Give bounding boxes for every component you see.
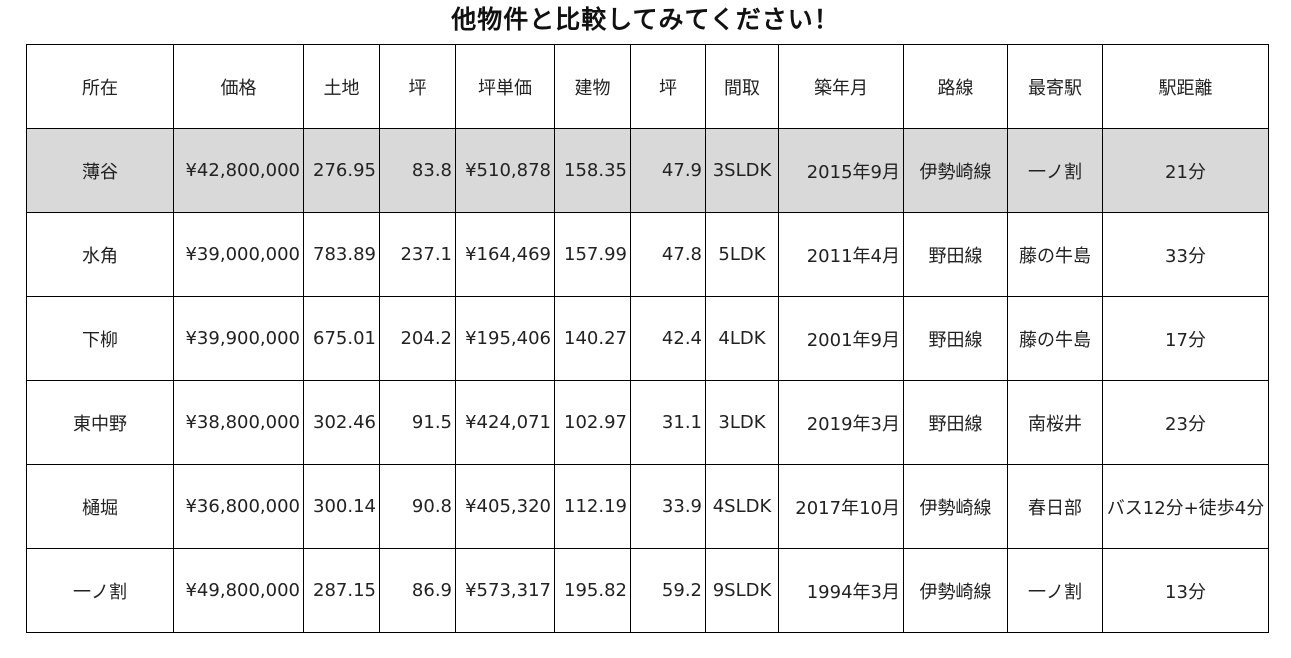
cell-built-date: 2011年4月 (778, 212, 904, 297)
cell-building-tsubo: 42.4 (630, 296, 706, 381)
cell-building-tsubo: 33.9 (630, 464, 706, 549)
table-body: 薄谷 ¥42,800,000 276.95 83.8 ¥510,878 158.… (26, 128, 1269, 633)
property-comparison-table: 所在 価格 土地 坪 坪単価 建物 坪 間取 築年月 路線 最寄駅 駅距離 薄谷… (26, 44, 1269, 633)
cell-building-tsubo: 59.2 (630, 548, 706, 633)
cell-location: 東中野 (26, 380, 174, 465)
table-row: 水角 ¥39,000,000 783.89 237.1 ¥164,469 157… (26, 212, 1269, 297)
cell-building-area: 158.35 (554, 128, 631, 213)
cell-land-area: 302.46 (303, 380, 380, 465)
cell-train-line: 野田線 (903, 212, 1008, 297)
cell-land-tsubo: 86.9 (379, 548, 456, 633)
table-row: 東中野 ¥38,800,000 302.46 91.5 ¥424,071 102… (26, 380, 1269, 465)
cell-location: 樋堀 (26, 464, 174, 549)
cell-station-distance: 33分 (1102, 212, 1269, 297)
cell-train-line: 野田線 (903, 380, 1008, 465)
cell-price-per-tsubo: ¥424,071 (455, 380, 555, 465)
header-nearest-station: 最寄駅 (1007, 44, 1103, 129)
cell-building-tsubo: 47.9 (630, 128, 706, 213)
cell-built-date: 1994年3月 (778, 548, 904, 633)
cell-building-tsubo: 47.8 (630, 212, 706, 297)
table-row: 樋堀 ¥36,800,000 300.14 90.8 ¥405,320 112.… (26, 464, 1269, 549)
header-price-per-tsubo: 坪単価 (455, 44, 555, 129)
cell-price: ¥39,000,000 (173, 212, 304, 297)
header-station-distance: 駅距離 (1102, 44, 1269, 129)
cell-location: 一ノ割 (26, 548, 174, 633)
cell-built-date: 2017年10月 (778, 464, 904, 549)
cell-land-tsubo: 83.8 (379, 128, 456, 213)
cell-price: ¥42,800,000 (173, 128, 304, 213)
cell-nearest-station: 春日部 (1007, 464, 1103, 549)
cell-land-tsubo: 91.5 (379, 380, 456, 465)
cell-train-line: 伊勢崎線 (903, 548, 1008, 633)
cell-land-tsubo: 237.1 (379, 212, 456, 297)
header-train-line: 路線 (903, 44, 1008, 129)
cell-price-per-tsubo: ¥573,317 (455, 548, 555, 633)
cell-train-line: 野田線 (903, 296, 1008, 381)
cell-nearest-station: 藤の牛島 (1007, 212, 1103, 297)
cell-train-line: 伊勢崎線 (903, 464, 1008, 549)
cell-building-tsubo: 31.1 (630, 380, 706, 465)
cell-price-per-tsubo: ¥195,406 (455, 296, 555, 381)
cell-location: 下柳 (26, 296, 174, 381)
cell-price-per-tsubo: ¥405,320 (455, 464, 555, 549)
cell-layout: 4LDK (705, 296, 779, 381)
table-row: 下柳 ¥39,900,000 675.01 204.2 ¥195,406 140… (26, 296, 1269, 381)
header-land-area: 土地 (303, 44, 380, 129)
cell-layout: 4SLDK (705, 464, 779, 549)
table-row: 一ノ割 ¥49,800,000 287.15 86.9 ¥573,317 195… (26, 548, 1269, 633)
cell-land-area: 783.89 (303, 212, 380, 297)
cell-built-date: 2015年9月 (778, 128, 904, 213)
cell-nearest-station: 一ノ割 (1007, 548, 1103, 633)
cell-land-area: 287.15 (303, 548, 380, 633)
cell-land-area: 300.14 (303, 464, 380, 549)
table-header: 所在 価格 土地 坪 坪単価 建物 坪 間取 築年月 路線 最寄駅 駅距離 (26, 44, 1269, 129)
cell-land-tsubo: 204.2 (379, 296, 456, 381)
cell-built-date: 2019年3月 (778, 380, 904, 465)
table-row: 薄谷 ¥42,800,000 276.95 83.8 ¥510,878 158.… (26, 128, 1269, 213)
header-layout: 間取 (705, 44, 779, 129)
cell-layout: 3LDK (705, 380, 779, 465)
cell-layout: 9SLDK (705, 548, 779, 633)
cell-station-distance: 17分 (1102, 296, 1269, 381)
header-price: 価格 (173, 44, 304, 129)
cell-location: 薄谷 (26, 128, 174, 213)
cell-land-tsubo: 90.8 (379, 464, 456, 549)
cell-train-line: 伊勢崎線 (903, 128, 1008, 213)
cell-nearest-station: 一ノ割 (1007, 128, 1103, 213)
cell-building-area: 195.82 (554, 548, 631, 633)
cell-building-area: 112.19 (554, 464, 631, 549)
cell-price-per-tsubo: ¥164,469 (455, 212, 555, 297)
cell-land-area: 675.01 (303, 296, 380, 381)
cell-price-per-tsubo: ¥510,878 (455, 128, 555, 213)
cell-station-distance: 13分 (1102, 548, 1269, 633)
header-building-area: 建物 (554, 44, 631, 129)
cell-land-area: 276.95 (303, 128, 380, 213)
page-title: 他物件と比較してみてください！ (451, 5, 840, 34)
cell-built-date: 2001年9月 (778, 296, 904, 381)
cell-layout: 5LDK (705, 212, 779, 297)
cell-building-area: 102.97 (554, 380, 631, 465)
cell-location: 水角 (26, 212, 174, 297)
cell-price: ¥38,800,000 (173, 380, 304, 465)
cell-building-area: 140.27 (554, 296, 631, 381)
header-location: 所在 (26, 44, 174, 129)
cell-price: ¥39,900,000 (173, 296, 304, 381)
cell-station-distance: 21分 (1102, 128, 1269, 213)
header-row: 所在 価格 土地 坪 坪単価 建物 坪 間取 築年月 路線 最寄駅 駅距離 (26, 44, 1269, 129)
cell-nearest-station: 藤の牛島 (1007, 296, 1103, 381)
header-land-tsubo: 坪 (379, 44, 456, 129)
cell-building-area: 157.99 (554, 212, 631, 297)
cell-station-distance: 23分 (1102, 380, 1269, 465)
cell-price: ¥49,800,000 (173, 548, 304, 633)
cell-layout: 3SLDK (705, 128, 779, 213)
cell-price: ¥36,800,000 (173, 464, 304, 549)
cell-station-distance: バス12分+徒歩4分 (1102, 464, 1269, 549)
header-built-date: 築年月 (778, 44, 904, 129)
cell-nearest-station: 南桜井 (1007, 380, 1103, 465)
header-building-tsubo: 坪 (630, 44, 706, 129)
